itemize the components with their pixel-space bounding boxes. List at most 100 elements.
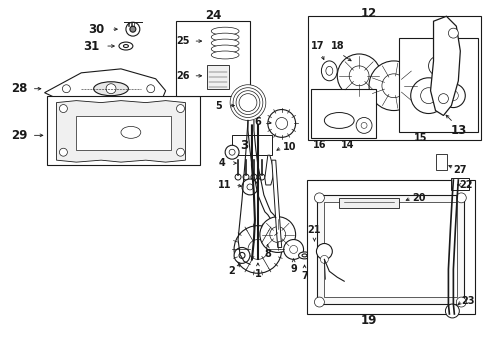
Ellipse shape bbox=[121, 126, 141, 138]
Text: 11: 11 bbox=[218, 180, 231, 190]
Circle shape bbox=[239, 94, 256, 112]
Text: 22: 22 bbox=[459, 180, 472, 190]
Circle shape bbox=[447, 91, 457, 100]
Circle shape bbox=[239, 252, 244, 258]
Circle shape bbox=[250, 174, 256, 180]
Polygon shape bbox=[264, 155, 273, 185]
Text: 14: 14 bbox=[340, 140, 353, 150]
Circle shape bbox=[316, 243, 332, 260]
Circle shape bbox=[235, 174, 241, 180]
Circle shape bbox=[247, 239, 267, 260]
Circle shape bbox=[289, 246, 297, 253]
Circle shape bbox=[314, 297, 324, 307]
Text: 31: 31 bbox=[83, 40, 99, 53]
Bar bbox=[306, 180, 474, 314]
Circle shape bbox=[246, 184, 252, 190]
Circle shape bbox=[243, 174, 248, 180]
Text: 30: 30 bbox=[88, 23, 104, 36]
Circle shape bbox=[455, 297, 466, 307]
Text: 27: 27 bbox=[453, 165, 466, 175]
Circle shape bbox=[224, 145, 239, 159]
Bar bbox=[317, 195, 463, 304]
Circle shape bbox=[267, 109, 295, 137]
Circle shape bbox=[130, 26, 136, 32]
Circle shape bbox=[269, 227, 285, 243]
Ellipse shape bbox=[211, 51, 239, 59]
Circle shape bbox=[368, 61, 418, 111]
Circle shape bbox=[320, 255, 327, 264]
Circle shape bbox=[176, 105, 184, 113]
Ellipse shape bbox=[302, 254, 306, 257]
Circle shape bbox=[355, 117, 371, 133]
Circle shape bbox=[259, 217, 295, 252]
Ellipse shape bbox=[211, 45, 239, 53]
Ellipse shape bbox=[211, 39, 239, 47]
Bar bbox=[207, 65, 229, 89]
Text: 25: 25 bbox=[176, 36, 190, 46]
Circle shape bbox=[60, 148, 67, 156]
Circle shape bbox=[410, 78, 446, 113]
Text: 12: 12 bbox=[360, 7, 376, 20]
Circle shape bbox=[337, 54, 380, 98]
Polygon shape bbox=[429, 16, 459, 116]
Polygon shape bbox=[271, 160, 281, 247]
Polygon shape bbox=[44, 69, 165, 109]
Ellipse shape bbox=[123, 45, 128, 48]
Circle shape bbox=[275, 117, 287, 129]
Text: 8: 8 bbox=[264, 249, 271, 260]
Circle shape bbox=[62, 85, 70, 93]
Text: 6: 6 bbox=[254, 117, 261, 127]
Circle shape bbox=[230, 85, 265, 121]
Text: 4: 4 bbox=[218, 158, 225, 168]
Ellipse shape bbox=[298, 252, 310, 259]
Text: 23: 23 bbox=[461, 296, 474, 306]
Circle shape bbox=[348, 66, 368, 86]
Text: 16: 16 bbox=[312, 140, 325, 150]
Bar bbox=[307, 16, 480, 140]
Circle shape bbox=[242, 179, 257, 195]
Circle shape bbox=[360, 122, 366, 129]
Circle shape bbox=[441, 84, 464, 108]
Text: 15: 15 bbox=[413, 133, 427, 143]
Text: 24: 24 bbox=[204, 9, 221, 22]
Bar bbox=[450, 178, 468, 190]
Circle shape bbox=[176, 148, 184, 156]
Circle shape bbox=[146, 85, 154, 93]
Circle shape bbox=[427, 56, 447, 76]
Circle shape bbox=[447, 28, 457, 38]
Ellipse shape bbox=[325, 66, 332, 75]
Ellipse shape bbox=[94, 82, 128, 96]
Bar bbox=[311, 89, 375, 138]
Text: 28: 28 bbox=[12, 82, 28, 95]
Text: 26: 26 bbox=[176, 71, 190, 81]
Text: 5: 5 bbox=[214, 100, 221, 111]
Text: 19: 19 bbox=[360, 314, 376, 327]
Circle shape bbox=[106, 84, 116, 94]
Ellipse shape bbox=[211, 27, 239, 35]
Text: 21: 21 bbox=[307, 225, 321, 235]
Text: 17: 17 bbox=[310, 41, 324, 51]
Text: 10: 10 bbox=[283, 142, 296, 152]
Ellipse shape bbox=[321, 61, 337, 81]
Bar bbox=[435, 154, 447, 170]
Text: 20: 20 bbox=[411, 193, 425, 203]
Circle shape bbox=[258, 174, 264, 180]
Text: 2: 2 bbox=[228, 266, 235, 276]
Text: 9: 9 bbox=[290, 264, 296, 274]
Bar bbox=[398, 38, 477, 132]
Circle shape bbox=[233, 88, 263, 117]
Circle shape bbox=[60, 105, 67, 113]
Circle shape bbox=[381, 74, 405, 98]
Text: 7: 7 bbox=[301, 271, 307, 281]
Text: 1: 1 bbox=[254, 269, 261, 279]
Text: 18: 18 bbox=[330, 41, 344, 51]
Text: 29: 29 bbox=[12, 129, 28, 142]
Circle shape bbox=[283, 239, 303, 260]
Bar bbox=[46, 96, 200, 165]
Circle shape bbox=[438, 94, 447, 104]
Circle shape bbox=[234, 226, 281, 273]
Polygon shape bbox=[56, 100, 185, 162]
Bar bbox=[232, 135, 271, 155]
Circle shape bbox=[234, 247, 249, 264]
Circle shape bbox=[455, 193, 466, 203]
